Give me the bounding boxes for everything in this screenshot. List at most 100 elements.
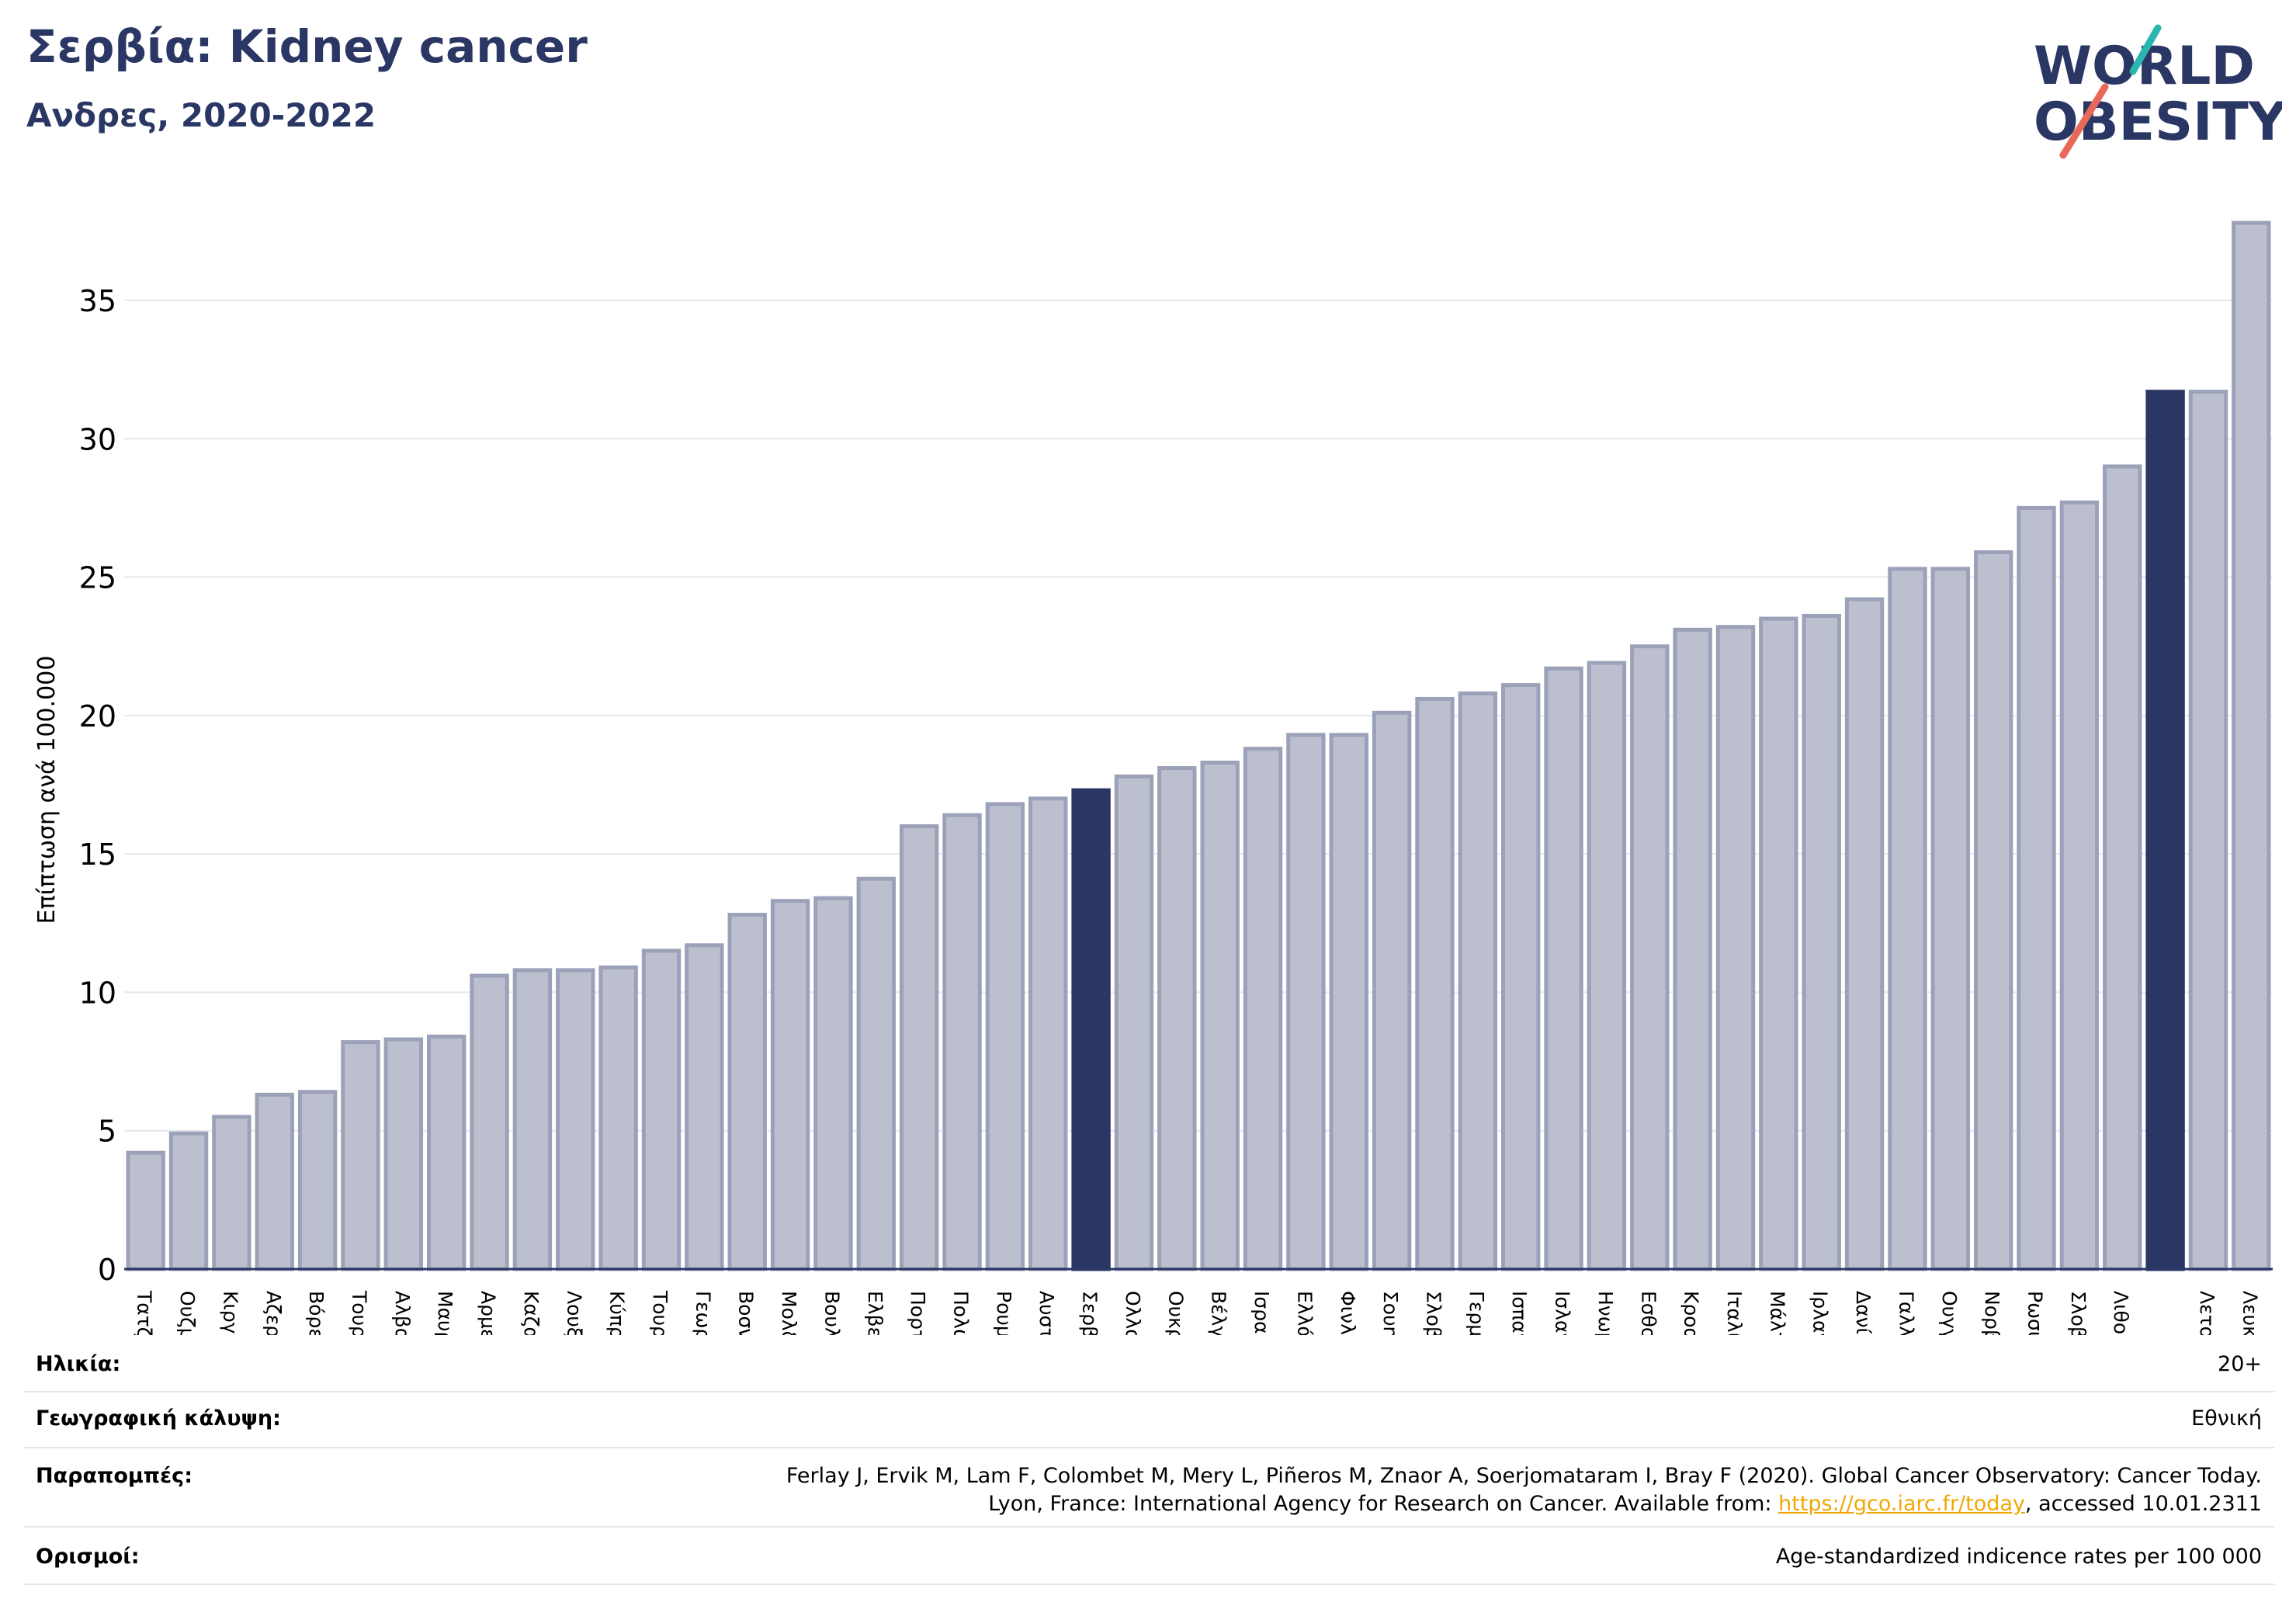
coverage-label: Γεωγραφική κάλυψη: — [36, 1406, 281, 1431]
bar — [1114, 774, 1154, 1271]
references-label: Παραπομπές: — [36, 1464, 192, 1488]
x-tick-label: Καζακστάν — [520, 1291, 543, 1335]
y-tick-label: 15 — [79, 838, 116, 872]
bar — [641, 948, 682, 1271]
x-tick-label: Βουλγαρία — [820, 1291, 843, 1335]
x-tick-label: Ελλάδα — [1293, 1291, 1316, 1335]
bar — [1759, 616, 1798, 1271]
references-link[interactable]: https://gco.iarc.fr/today — [1778, 1492, 2025, 1516]
bar — [2103, 464, 2142, 1271]
bar — [1630, 644, 1670, 1271]
x-tick-label: Εσθονία — [1637, 1291, 1660, 1335]
x-tick-label: Τουρκία — [649, 1290, 671, 1335]
x-tick-label: Σλοβενία — [1422, 1291, 1445, 1335]
x-tick-label: Αρμενία — [477, 1291, 500, 1335]
x-tick-label: Κροατία — [1680, 1291, 1703, 1335]
x-tick-label: Λευκορωσία — [2239, 1291, 2261, 1335]
bar — [1501, 683, 1541, 1271]
bar — [1458, 691, 1498, 1271]
logo-slash-coral — [2059, 83, 2109, 159]
bar — [255, 1092, 294, 1271]
bar — [899, 824, 939, 1271]
x-tick-label: Ισραήλ — [1250, 1291, 1273, 1335]
x-tick-label: Βοσνία και Ερζεγοβίνη — [735, 1291, 758, 1335]
bar — [383, 1037, 424, 1271]
y-tick-label: 30 — [79, 422, 116, 456]
x-tick-label: Αζερμπαϊτζάν — [262, 1291, 285, 1335]
bar — [1673, 627, 1712, 1271]
bar — [1372, 710, 1412, 1271]
x-tick-label: Σλοβακία — [2067, 1291, 2090, 1335]
references-value: Ferlay J, Ervik M, Lam F, Colombet M, Me… — [786, 1462, 2262, 1518]
x-tick-label: Μάλτα — [1766, 1291, 1788, 1335]
x-tick-label: Ουκρανία — [1164, 1291, 1187, 1335]
x-tick-label: Κιργιστάν — [219, 1291, 241, 1335]
references-line-2: Lyon, France: International Agency for R… — [786, 1490, 2262, 1518]
x-tick-label: Ουζμπεκιστάν — [176, 1291, 199, 1335]
y-axis-label: Επίπτωση ανά 100.000 — [33, 656, 61, 924]
bar — [1243, 747, 1283, 1271]
bar — [1973, 550, 2013, 1271]
x-tick-label: Βέλγιο — [1208, 1291, 1230, 1335]
bar — [2059, 500, 2100, 1271]
x-tick-label: Πορτογαλία — [907, 1291, 929, 1335]
coverage-value: Εθνική — [2191, 1406, 2262, 1431]
y-tick-label: 35 — [79, 284, 116, 318]
logo-text-obesity: OBESITY — [2034, 92, 2282, 153]
references-line-2-pre: Lyon, France: International Agency for R… — [988, 1492, 1779, 1516]
page-subtitle: Ανδρες, 2020-2022 — [26, 96, 376, 134]
x-tick-label: Γεωργία — [692, 1291, 714, 1335]
info-row-coverage: Γεωγραφική κάλυψη: Εθνική — [23, 1392, 2274, 1448]
y-tick-label: 25 — [79, 561, 116, 595]
bar — [168, 1131, 209, 1271]
bar — [1802, 613, 1841, 1271]
x-tick-label: Δανία — [1852, 1291, 1875, 1335]
age-value: 20+ — [2218, 1352, 2262, 1376]
bar — [1544, 666, 1583, 1271]
x-tick-label: Ρουμανία — [993, 1291, 1015, 1335]
bar — [1844, 597, 1885, 1271]
bar — [212, 1115, 251, 1271]
bar-highlight — [1071, 788, 1111, 1271]
y-tick-label: 0 — [98, 1253, 116, 1287]
x-tick-label: Λουξεμβούργο — [563, 1291, 585, 1335]
bar — [2188, 390, 2228, 1271]
x-tick-label: Ελβετία — [864, 1291, 886, 1335]
references-line-1: Ferlay J, Ervik M, Lam F, Colombet M, Me… — [786, 1464, 2262, 1488]
bar — [427, 1034, 466, 1271]
age-label: Ηλικία: — [36, 1352, 121, 1376]
x-tick-label: Μολδαβία — [778, 1291, 800, 1335]
x-tick-label: Ισλανδία — [1552, 1291, 1574, 1335]
bar — [2017, 505, 2056, 1271]
bar — [512, 968, 553, 1271]
x-tick-label: Ρωσική Ομοσπονδία — [2024, 1291, 2047, 1335]
bar — [1157, 766, 1197, 1271]
bar — [685, 943, 724, 1271]
bar-chart: 0 5 10 15 20 25 30 35 Επίπτωση ανά 100.000 Τατζικ… — [33, 220, 2273, 1335]
definitions-label: Ορισμοί: — [36, 1545, 140, 1569]
x-tick-label: Ιρλανδία — [1809, 1291, 1832, 1335]
references-line-2-post: , accessed 10.01.2311 — [2024, 1492, 2262, 1516]
y-tick-label: 5 — [98, 1115, 116, 1149]
bar — [1415, 696, 1455, 1271]
bar — [1028, 796, 1068, 1271]
x-tick-label: Μαυροβούνιο — [434, 1291, 456, 1335]
world-obesity-logo: WORLD OBESITY — [2034, 24, 2282, 159]
x-tick-label: Αλβανία — [391, 1291, 414, 1335]
x-tick-label: Ηνωμένο Βασίλειο — [1594, 1291, 1617, 1335]
bar — [126, 1150, 165, 1271]
x-tick-label: Βόρεια Μακεδονία — [305, 1291, 328, 1335]
bar — [813, 896, 853, 1271]
x-tick-label: Γαλλία — [1895, 1291, 1917, 1335]
bar — [727, 913, 767, 1271]
x-tick-label: Ουγγαρία — [1938, 1291, 1961, 1335]
x-tick-label: Σουηδία — [1379, 1291, 1402, 1335]
bar — [985, 802, 1025, 1271]
bar — [942, 813, 982, 1271]
x-tick-label: Λετονία — [2196, 1291, 2218, 1335]
info-row-references: Παραπομπές: Ferlay J, Ervik M, Lam F, Co… — [23, 1448, 2274, 1528]
x-tick-label: Νορβηγία — [1981, 1291, 2003, 1335]
bar — [1715, 625, 1756, 1271]
x-tick-label: Ολλανδία — [1122, 1291, 1144, 1335]
bar — [2232, 220, 2271, 1271]
